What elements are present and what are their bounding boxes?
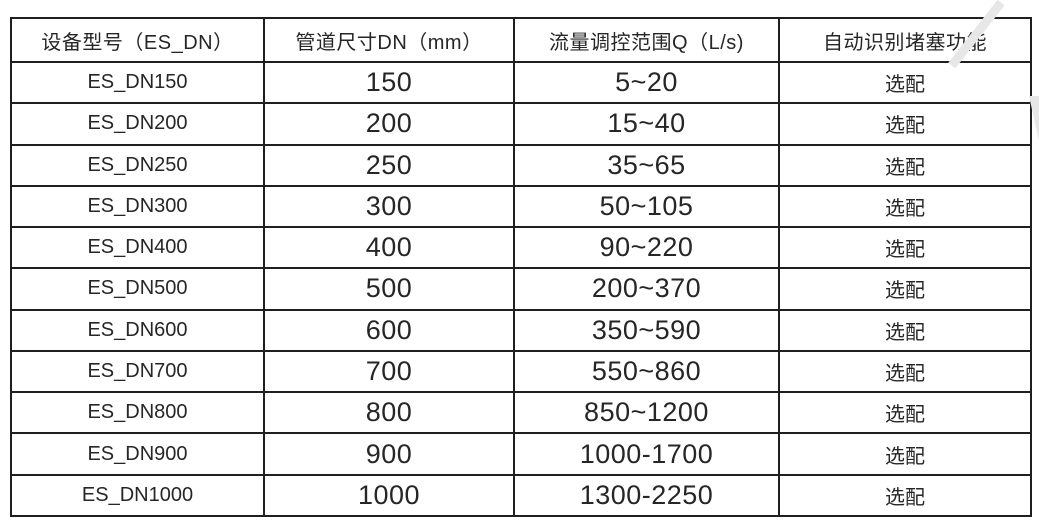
- table-row: ES_DN1000 1000 1300-2250 选配: [10, 473, 1032, 518]
- cell-model: ES_DN700: [10, 349, 265, 394]
- table-row: ES_DN900 900 1000-1700 选配: [10, 432, 1032, 476]
- cell-clog-detect: 选配: [778, 308, 1032, 352]
- cell-flow-range: 1300-2250: [513, 473, 780, 518]
- cell-flow-range: 50~105: [513, 184, 780, 229]
- cell-pipe-size: 400: [263, 226, 515, 270]
- cell-pipe-size: 700: [263, 349, 515, 394]
- cell-model: ES_DN600: [10, 308, 265, 352]
- column-header-flow-range: 流量调控范围Q（L/s): [513, 17, 780, 63]
- cell-clog-detect: 选配: [778, 349, 1032, 394]
- table-row: ES_DN150 150 5~20 选配: [10, 60, 1032, 105]
- cell-model: ES_DN150: [10, 60, 265, 105]
- cell-model: ES_DN400: [10, 226, 265, 270]
- cell-pipe-size: 250: [263, 143, 515, 187]
- cell-model: ES_DN250: [10, 143, 265, 187]
- table-row: ES_DN400 400 90~220 选配: [10, 226, 1032, 270]
- cell-model: ES_DN200: [10, 102, 265, 146]
- table-header: 设备型号（ES_DN） 管道尺寸DN（mm） 流量调控范围Q（L/s) 自动识别…: [10, 17, 1032, 63]
- cell-flow-range: 200~370: [513, 267, 780, 311]
- cell-pipe-size: 800: [263, 391, 515, 435]
- cell-clog-detect: 选配: [778, 226, 1032, 270]
- cell-model: ES_DN800: [10, 391, 265, 435]
- cell-flow-range: 90~220: [513, 226, 780, 270]
- cell-clog-detect: 选配: [778, 143, 1032, 187]
- cell-clog-detect: 选配: [778, 267, 1032, 311]
- header-row: 设备型号（ES_DN） 管道尺寸DN（mm） 流量调控范围Q（L/s) 自动识别…: [10, 17, 1032, 63]
- table-row: ES_DN700 700 550~860 选配: [10, 349, 1032, 394]
- cell-flow-range: 550~860: [513, 349, 780, 394]
- table-row: ES_DN200 200 15~40 选配: [10, 102, 1032, 146]
- table-row: ES_DN800 800 850~1200 选配: [10, 391, 1032, 435]
- table-row: ES_DN250 250 35~65 选配: [10, 143, 1032, 187]
- cell-pipe-size: 900: [263, 432, 515, 476]
- cell-clog-detect: 选配: [778, 391, 1032, 435]
- cell-flow-range: 5~20: [513, 60, 780, 105]
- column-header-model: 设备型号（ES_DN）: [10, 17, 265, 63]
- cell-flow-range: 15~40: [513, 102, 780, 146]
- table-body: ES_DN150 150 5~20 选配 ES_DN200 200 15~40 …: [10, 60, 1032, 518]
- cell-model: ES_DN500: [10, 267, 265, 311]
- page-edge-artifact-right: [1029, 96, 1039, 141]
- table-row: ES_DN500 500 200~370 选配: [10, 267, 1032, 311]
- column-header-clog-detect: 自动识别堵塞功能: [778, 17, 1032, 63]
- cell-pipe-size: 300: [263, 184, 515, 229]
- cell-clog-detect: 选配: [778, 60, 1032, 105]
- column-header-pipe-size: 管道尺寸DN（mm）: [263, 17, 515, 63]
- cell-flow-range: 350~590: [513, 308, 780, 352]
- cell-flow-range: 1000-1700: [513, 432, 780, 476]
- cell-pipe-size: 150: [263, 60, 515, 105]
- cell-clog-detect: 选配: [778, 102, 1032, 146]
- cell-model: ES_DN1000: [10, 473, 265, 518]
- cell-pipe-size: 1000: [263, 473, 515, 518]
- cell-clog-detect: 选配: [778, 432, 1032, 476]
- cell-model: ES_DN300: [10, 184, 265, 229]
- cell-pipe-size: 600: [263, 308, 515, 352]
- cell-flow-range: 850~1200: [513, 391, 780, 435]
- cell-flow-range: 35~65: [513, 143, 780, 187]
- cell-clog-detect: 选配: [778, 473, 1032, 518]
- table-row: ES_DN300 300 50~105 选配: [10, 184, 1032, 229]
- cell-pipe-size: 200: [263, 102, 515, 146]
- cell-clog-detect: 选配: [778, 184, 1032, 229]
- cell-model: ES_DN900: [10, 432, 265, 476]
- equipment-spec-table: 设备型号（ES_DN） 管道尺寸DN（mm） 流量调控范围Q（L/s) 自动识别…: [10, 17, 1032, 518]
- table-row: ES_DN600 600 350~590 选配: [10, 308, 1032, 352]
- cell-pipe-size: 500: [263, 267, 515, 311]
